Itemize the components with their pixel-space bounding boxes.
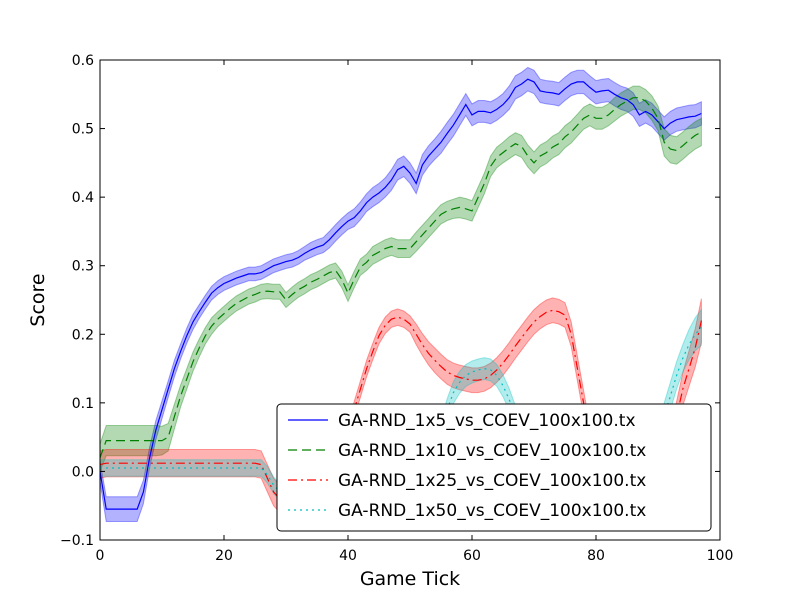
- legend-label-series-2: GA-RND_1x10_vs_COEV_100x100.tx: [338, 441, 646, 461]
- confidence-band-series-1: [100, 66, 702, 522]
- y-tick-label: 0.6: [72, 53, 94, 69]
- confidence-band-series-2: [100, 85, 702, 472]
- x-tick-label: 40: [339, 548, 357, 564]
- y-axis-label: Score: [27, 273, 49, 326]
- y-tick-label: 0.1: [72, 396, 94, 412]
- x-tick-label: 60: [463, 548, 481, 564]
- y-tick-label: 0.5: [72, 122, 94, 138]
- y-tick-label: −0.1: [60, 533, 94, 549]
- y-tick-label: 0.0: [72, 464, 94, 480]
- y-axis: −0.1 0.0 0.1 0.2 0.3 0.4 0.5 0.6: [60, 53, 720, 549]
- x-tick-label: 20: [215, 548, 233, 564]
- series-line-2: [100, 97, 702, 458]
- x-tick-label: 80: [587, 548, 605, 564]
- plot-frame: [99, 59, 721, 541]
- series-line-1: [100, 78, 702, 510]
- legend-label-series-4: GA-RND_1x50_vs_COEV_100x100.tx: [338, 501, 646, 521]
- legend: GA-RND_1x5_vs_COEV_100x100.tx GA-RND_1x10…: [276, 403, 712, 532]
- x-tick-label: 0: [96, 548, 105, 564]
- legend-box: [276, 403, 712, 532]
- series-line-3: [100, 309, 702, 507]
- x-axis-label: Game Tick: [360, 568, 460, 590]
- y-tick-label: 0.2: [72, 327, 94, 343]
- legend-label-series-1: GA-RND_1x5_vs_COEV_100x100.tx: [338, 411, 636, 431]
- legend-label-series-3: GA-RND_1x25_vs_COEV_100x100.tx: [338, 471, 646, 491]
- y-tick-label: 0.4: [72, 190, 94, 206]
- x-tick-label: 100: [707, 548, 734, 564]
- x-axis: 0 20 40 60 80 100: [96, 60, 734, 564]
- y-tick-label: 0.3: [72, 259, 94, 275]
